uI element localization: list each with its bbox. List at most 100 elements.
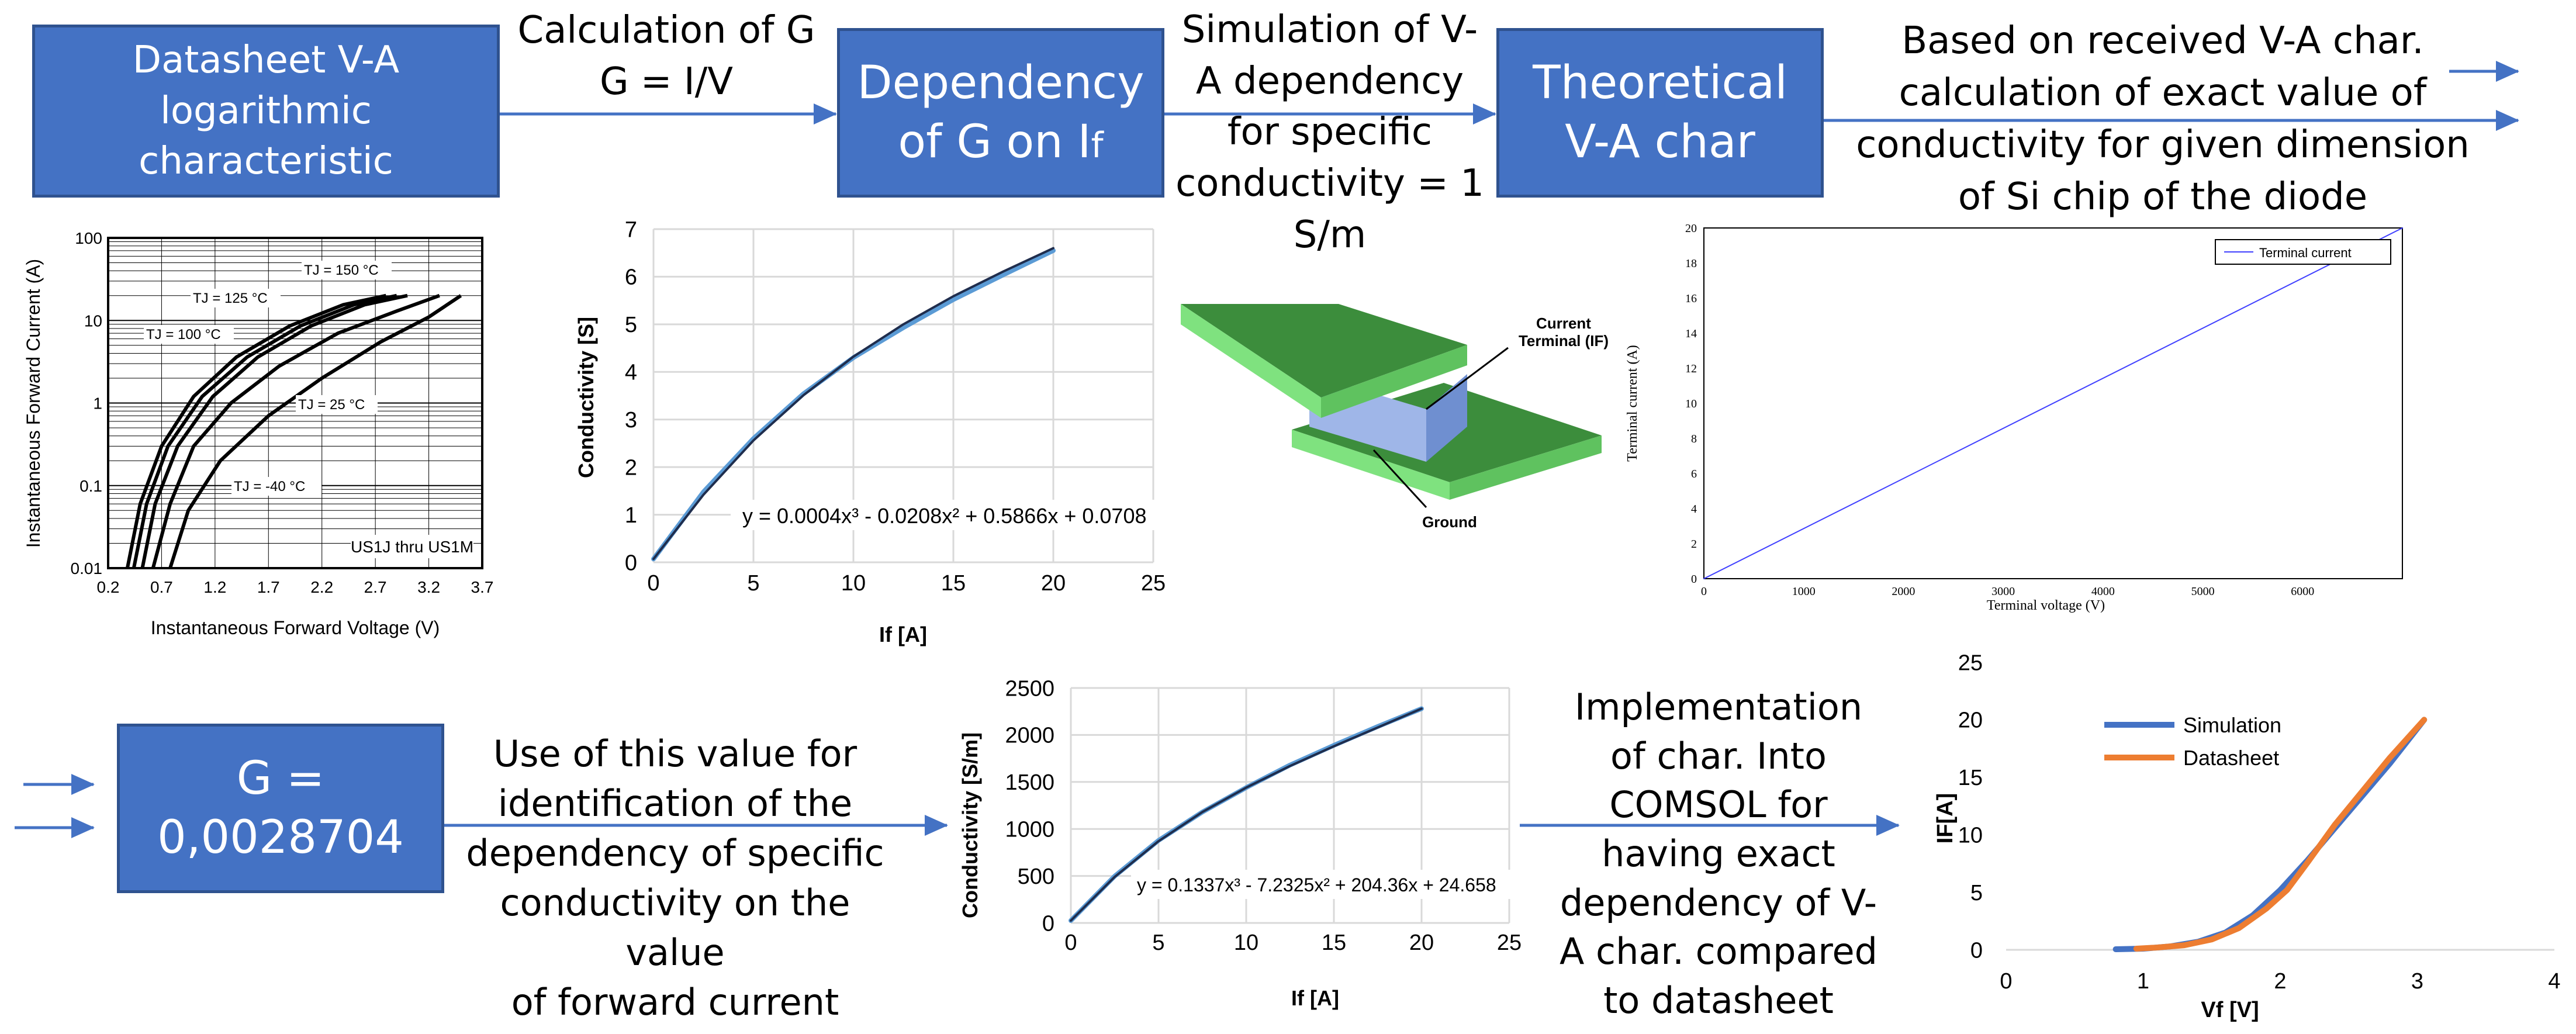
- chart5-xlabel: Vf [V]: [2201, 998, 2259, 1022]
- chart1-series-line: [151, 293, 440, 569]
- chart5-ytick: 20: [1958, 708, 1983, 733]
- g-value-box: G = 0,0028704: [117, 724, 444, 893]
- chart2-xtick: 15: [941, 571, 966, 596]
- datasheet-box: Datasheet V-A logarithmic characteristic: [32, 25, 500, 198]
- chart3-xlabel: Terminal voltage (V): [1987, 598, 2105, 613]
- chart1-xtick: 3.7: [471, 578, 494, 596]
- chart2-ytick: 7: [625, 217, 637, 242]
- implementation-note: Implementation of char. Into COMSOL for …: [1559, 686, 1878, 1022]
- chart5-ytick: 5: [1970, 881, 1983, 905]
- chart3-ytick: 10: [1685, 397, 1697, 410]
- chart4-ytick: 0: [1042, 911, 1054, 936]
- chart2-xtick: 0: [647, 571, 659, 596]
- chart3-legend-label: Terminal current: [2259, 245, 2352, 260]
- chart5-xtick: 0: [2000, 969, 2012, 994]
- calc-g-note: Calculation of G G = I/V: [517, 9, 815, 104]
- chart5-legend-simulation: Simulation: [2183, 713, 2281, 737]
- chart2-ylabel: Conductivity [S]: [574, 317, 598, 478]
- g-value-label: G = 0,0028704: [157, 752, 404, 864]
- chart5-xtick: 1: [2137, 969, 2149, 994]
- chart4-xtick: 15: [1322, 931, 1346, 955]
- chart5-xtick: 4: [2548, 969, 2560, 994]
- chart3-ytick: 12: [1685, 362, 1697, 375]
- chart4-xlabel: If [A]: [1291, 986, 1339, 1010]
- chart1-annotation: US1J thru US1M: [351, 538, 473, 556]
- chart2-equation: y = 0.0004x³ - 0.0208x² + 0.5866x + 0.07…: [742, 504, 1147, 528]
- chart5-ytick: 0: [1970, 938, 1983, 963]
- based-on-note: Based on received V-A char. calculation …: [1856, 19, 2470, 219]
- terminal-slab-front: [1181, 304, 1321, 418]
- chart5-ytick: 25: [1958, 651, 1983, 675]
- chart2-xtick: 25: [1141, 571, 1166, 596]
- chart3-series-Terminal current: [1703, 227, 2403, 579]
- chart3-xtick: 2000: [1892, 585, 1915, 598]
- chart2-xtick: 5: [747, 571, 759, 596]
- chart5-legend-datasheet: Datasheet: [2183, 746, 2279, 770]
- chart4-ytick: 1500: [1005, 770, 1054, 795]
- ground-slab-front: [1292, 430, 1450, 500]
- chart4-xtick: 25: [1497, 931, 1522, 955]
- chart3-ytick: 2: [1691, 538, 1697, 551]
- use-value-note: Use of this value for identification of …: [466, 732, 884, 1023]
- chart3-xtick: 3000: [1991, 585, 2015, 598]
- chart1-series-label: TJ = 100 °C: [146, 327, 221, 343]
- chart1-ytick: 0.01: [71, 559, 103, 577]
- chart5-ytick: 15: [1958, 766, 1983, 790]
- chart3-ylabel: Terminal current (A): [1625, 345, 1640, 462]
- chart1-xtick: 1.2: [203, 578, 226, 596]
- chart5-xtick: 3: [2411, 969, 2423, 994]
- chart2-ytick: 0: [625, 551, 637, 575]
- chart1-series-line: [168, 294, 462, 569]
- chart3-ytick: 20: [1685, 222, 1697, 235]
- chart3-ytick: 18: [1685, 257, 1697, 270]
- chart4-xtick: 10: [1234, 931, 1258, 955]
- current-terminal-label: Current Terminal (IF): [1519, 314, 1609, 350]
- chart3-xtick: 4000: [2091, 585, 2115, 598]
- chart2-ytick: 3: [625, 408, 637, 433]
- chart1-xtick: 2.2: [310, 578, 333, 596]
- chart1-ytick: 100: [75, 229, 102, 247]
- chart1-xtick: 3.2: [417, 578, 440, 596]
- terminal-slab-top: [1181, 304, 1467, 397]
- dependency-box-label: Dependency of G on If: [857, 56, 1144, 168]
- chart3-xtick: 6000: [2291, 585, 2314, 598]
- chart2-xlabel: If [A]: [879, 623, 927, 646]
- chart1-series-label: TJ = 150 °C: [304, 262, 379, 278]
- chart2-xtick: 20: [1041, 571, 1066, 596]
- chart2-ytick: 6: [625, 265, 637, 290]
- chart4-xtick: 5: [1152, 931, 1164, 955]
- chart4-xtick: 0: [1064, 931, 1077, 955]
- chart4-ytick: 500: [1018, 864, 1054, 889]
- chart4-ytick: 1000: [1005, 818, 1054, 842]
- chart3-xtick: 5000: [2191, 585, 2215, 598]
- chart4-xtick: 20: [1409, 931, 1434, 955]
- ground-label: Ground: [1422, 513, 1477, 531]
- chart4-equation: y = 0.1337x³ - 7.2325x² + 204.36x + 24.6…: [1137, 874, 1496, 895]
- chart5-ylabel: IF[A]: [1933, 793, 1958, 844]
- chart2-ytick: 5: [625, 313, 637, 337]
- chart3-xtick: 1000: [1792, 585, 1816, 598]
- datasheet-box-label: Datasheet V-A logarithmic characteristic: [132, 39, 400, 184]
- chart2-series-trend: [652, 247, 1054, 561]
- chart1-series-line: [125, 293, 387, 569]
- chart4-ytick: 2500: [1005, 676, 1054, 701]
- chart1-xlabel: Instantaneous Forward Voltage (V): [151, 617, 440, 638]
- chart2-xtick: 10: [841, 571, 866, 596]
- chart1-xtick: 0.7: [150, 578, 173, 596]
- chart4-ylabel: Conductivity [S/m]: [958, 732, 982, 918]
- chart1-ytick: 10: [84, 312, 102, 330]
- chart4-ytick: 2000: [1005, 724, 1054, 748]
- chart3-ytick: 16: [1685, 292, 1697, 305]
- chart1-ytick: 1: [93, 395, 102, 413]
- simulation-note: Simulation of V- A dependency for specif…: [1175, 8, 1484, 257]
- chart1-xtick: 2.7: [364, 578, 387, 596]
- chart3-ytick: 4: [1691, 503, 1697, 516]
- chart1-xtick: 1.7: [257, 578, 280, 596]
- chart1-series-label: TJ = -40 °C: [234, 479, 305, 494]
- chart1-ytick: 0.1: [79, 477, 102, 495]
- chart2-ytick: 2: [625, 455, 637, 480]
